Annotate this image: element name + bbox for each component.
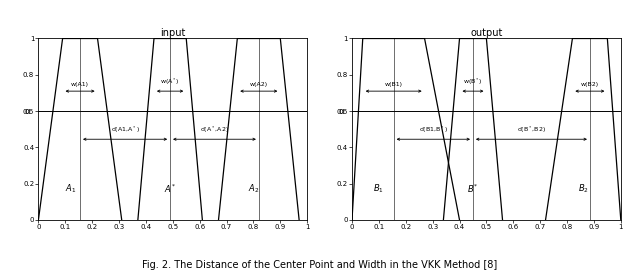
Text: B$_2$: B$_2$ <box>578 182 589 195</box>
Text: d(B1,B$^*$): d(B1,B$^*$) <box>419 124 448 135</box>
Text: B$_1$: B$_1$ <box>373 182 385 195</box>
Text: α: α <box>339 107 344 116</box>
Text: d(B$^*$,B2): d(B$^*$,B2) <box>517 124 546 135</box>
Text: A$_2$: A$_2$ <box>248 182 259 195</box>
Text: w(A$^*$): w(A$^*$) <box>160 76 180 87</box>
Text: α: α <box>25 107 30 116</box>
Text: w(A2): w(A2) <box>250 82 268 87</box>
Text: w(A1): w(A1) <box>71 82 89 87</box>
Text: Fig. 2. The Distance of the Center Point and Width in the VKK Method [8]: Fig. 2. The Distance of the Center Point… <box>142 260 498 270</box>
Text: w(B2): w(B2) <box>581 82 599 87</box>
Title: output: output <box>470 28 502 38</box>
Text: w(B1): w(B1) <box>385 82 403 87</box>
Text: A$_1$: A$_1$ <box>65 182 76 195</box>
Text: d(A1,A$^*$): d(A1,A$^*$) <box>111 124 140 135</box>
Text: B$^*$: B$^*$ <box>467 182 479 195</box>
Title: input: input <box>160 28 186 38</box>
Text: A$^*$: A$^*$ <box>164 182 176 195</box>
Text: d(A$^*$,A2): d(A$^*$,A2) <box>200 124 229 135</box>
Text: w(B$^*$): w(B$^*$) <box>463 76 483 87</box>
